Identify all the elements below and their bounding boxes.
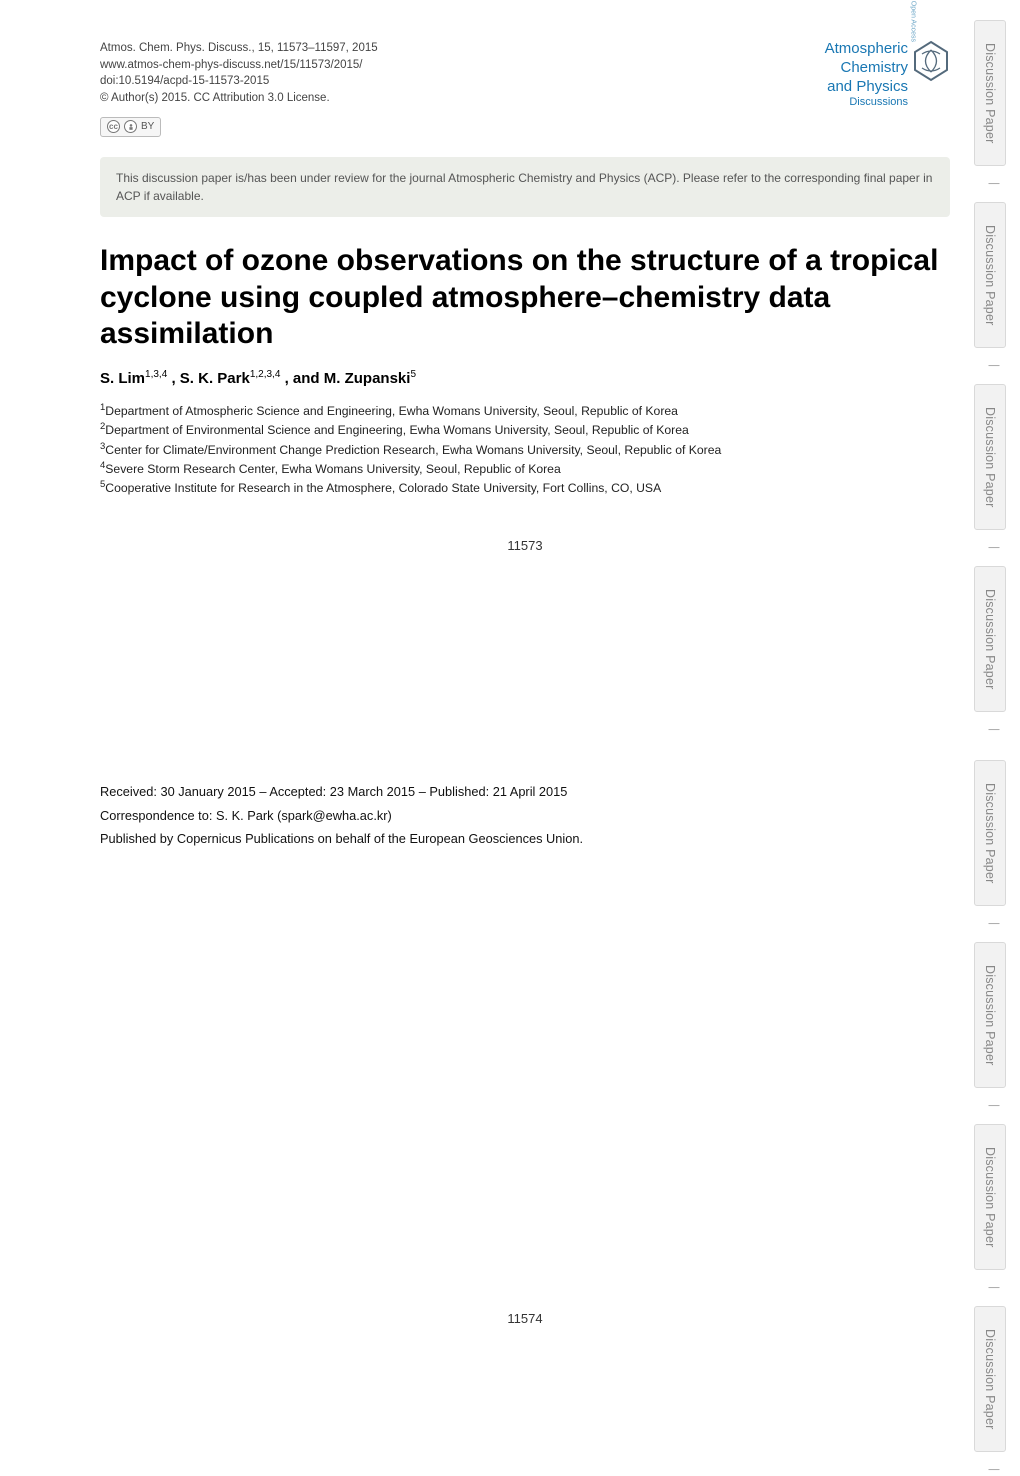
affiliation-text: Department of Atmospheric Science and En… (105, 404, 678, 418)
citation-line: Atmos. Chem. Phys. Discuss., 15, 11573–1… (100, 40, 378, 57)
meta-block: Received: 30 January 2015 – Accepted: 23… (100, 780, 950, 851)
side-tabs: Discussion Paper | Discussion Paper | Di… (974, 20, 1006, 736)
author-name: , and M. Zupanski (285, 370, 411, 387)
side-tab-divider: | (974, 1282, 1006, 1294)
affiliation-text: Cooperative Institute for Research in th… (105, 481, 661, 495)
authors-line: S. Lim1,3,4 , S. K. Park1,2,3,4 , and M.… (100, 369, 950, 387)
url-line: www.atmos-chem-phys-discuss.net/15/11573… (100, 57, 378, 74)
side-tab: Discussion Paper (974, 1306, 1006, 1452)
author-name: S. Lim (100, 370, 145, 387)
affiliation-item: 2Department of Environmental Science and… (100, 420, 950, 439)
paper-title: Impact of ozone observations on the stru… (100, 243, 950, 353)
side-tab: Discussion Paper (974, 942, 1006, 1088)
side-tabs: Discussion Paper | Discussion Paper | Di… (974, 760, 1006, 1476)
open-access-label: Open Access (909, 1, 916, 42)
egu-hex-icon (912, 40, 950, 87)
author-affil-sup: 1,2,3,4 (250, 369, 281, 380)
doi-line: doi:10.5194/acpd-15-11573-2015 (100, 73, 378, 90)
page-number: 11573 (100, 538, 950, 553)
side-tab-divider: | (974, 1464, 1006, 1476)
journal-title-line1: Atmospheric (760, 40, 908, 59)
cc-badge: cc BY (100, 117, 161, 138)
side-tab-divider: | (974, 1100, 1006, 1112)
by-icon (124, 120, 137, 133)
affiliation-text: Severe Storm Research Center, Ewha Woman… (105, 462, 560, 476)
side-tab: Discussion Paper (974, 1124, 1006, 1270)
review-notice: This discussion paper is/has been under … (100, 157, 950, 217)
affiliation-item: 3Center for Climate/Environment Change P… (100, 440, 950, 459)
page-2: Discussion Paper | Discussion Paper | Di… (0, 740, 1020, 1400)
affiliations: 1Department of Atmospheric Science and E… (100, 401, 950, 498)
header-row: Atmos. Chem. Phys. Discuss., 15, 11573–1… (100, 40, 950, 137)
license-badge-row: cc BY (100, 117, 378, 138)
side-tab: Discussion Paper (974, 202, 1006, 348)
correspondence-line: Correspondence to: S. K. Park (spark@ewh… (100, 804, 950, 828)
side-tab: Discussion Paper (974, 20, 1006, 166)
side-tab-divider: | (974, 918, 1006, 930)
journal-title-line3: and Physics (760, 78, 908, 97)
affiliation-item: 1Department of Atmospheric Science and E… (100, 401, 950, 420)
copyright-line: © Author(s) 2015. CC Attribution 3.0 Lic… (100, 90, 378, 107)
journal-title-line2: Chemistry (760, 59, 908, 78)
received-line: Received: 30 January 2015 – Accepted: 23… (100, 780, 950, 804)
author-affil-sup: 1,3,4 (145, 369, 167, 380)
page-number: 11574 (100, 1311, 950, 1326)
side-tab-divider: | (974, 360, 1006, 372)
publisher-line: Published by Copernicus Publications on … (100, 827, 950, 851)
affiliation-item: 4Severe Storm Research Center, Ewha Woma… (100, 459, 950, 478)
journal-subtitle: Discussions (760, 96, 908, 110)
side-tab: Discussion Paper (974, 760, 1006, 906)
side-tab-divider: | (974, 542, 1006, 554)
side-tab: Discussion Paper (974, 566, 1006, 712)
page-1: Discussion Paper | Discussion Paper | Di… (0, 0, 1020, 740)
publication-info: Atmos. Chem. Phys. Discuss., 15, 11573–1… (100, 40, 378, 137)
author-name: , S. K. Park (171, 370, 249, 387)
affiliation-text: Department of Environmental Science and … (105, 423, 689, 437)
side-tab-divider: | (974, 724, 1006, 736)
affiliation-text: Center for Climate/Environment Change Pr… (105, 443, 721, 457)
side-tab-divider: | (974, 178, 1006, 190)
cc-icon: cc (107, 120, 120, 133)
side-tab: Discussion Paper (974, 384, 1006, 530)
page-spacer (100, 851, 950, 1271)
affiliation-item: 5Cooperative Institute for Research in t… (100, 478, 950, 497)
cc-text: BY (141, 120, 154, 135)
author-affil-sup: 5 (410, 369, 416, 380)
journal-badge: Open Access Atmospheric Chemistry and Ph… (760, 40, 950, 110)
